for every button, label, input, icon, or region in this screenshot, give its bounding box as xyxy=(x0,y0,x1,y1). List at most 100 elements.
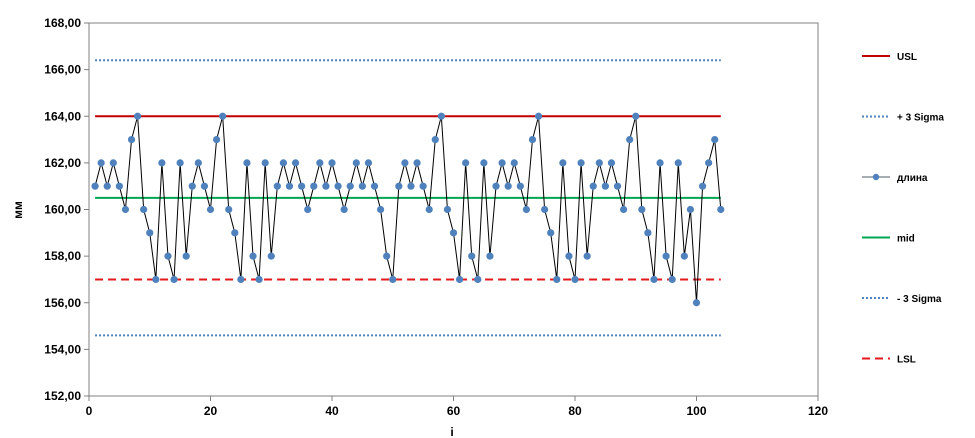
data-point xyxy=(650,275,658,284)
data-point xyxy=(188,182,196,190)
legend: USL + 3 Sigma длина mid - 3 Sigma LSL xyxy=(862,52,944,366)
data-point xyxy=(225,205,233,214)
x-tick-label: 80 xyxy=(568,404,582,418)
data-point xyxy=(522,205,531,214)
data-point xyxy=(492,182,500,190)
data-point xyxy=(152,275,160,284)
legend-label-mid: mid xyxy=(897,234,915,245)
data-point xyxy=(146,229,154,237)
x-axis-title: i xyxy=(450,425,453,438)
y-tick-label: 162,00 xyxy=(44,156,81,170)
data-point xyxy=(176,159,184,167)
data-point xyxy=(298,182,306,190)
data-point xyxy=(595,159,603,167)
legend-marker-data xyxy=(872,173,880,181)
data-point xyxy=(249,252,257,260)
y-tick-label: 158,00 xyxy=(44,249,81,263)
data-point xyxy=(437,112,445,120)
data-point xyxy=(267,252,275,260)
data-point xyxy=(705,159,713,167)
data-point xyxy=(589,182,597,190)
plot-frame xyxy=(88,22,819,397)
data-point xyxy=(279,159,287,167)
data-point xyxy=(134,112,142,120)
data-point xyxy=(644,229,652,237)
data-point xyxy=(565,252,573,260)
y-tick-label: 154,00 xyxy=(44,342,81,356)
data-point xyxy=(407,182,415,190)
data-point xyxy=(480,159,488,167)
legend-label-data: длина xyxy=(897,173,928,184)
data-point xyxy=(692,299,701,307)
data-point xyxy=(158,159,166,167)
data-point xyxy=(377,205,385,214)
data-point xyxy=(383,252,391,260)
data-point xyxy=(431,135,439,144)
data-point xyxy=(97,159,105,167)
y-tick-label: 168,00 xyxy=(44,16,81,30)
data-point xyxy=(620,205,628,214)
data-point xyxy=(534,112,543,120)
data-point xyxy=(541,205,549,214)
data-point xyxy=(528,135,537,144)
y-tick-label: 156,00 xyxy=(44,296,81,310)
reference-lines xyxy=(95,59,721,337)
data-point xyxy=(109,159,117,167)
data-point xyxy=(322,182,330,190)
x-tick-label: 120 xyxy=(808,404,828,418)
data-point xyxy=(182,252,190,260)
legend-label-plus3: + 3 Sigma xyxy=(897,113,944,124)
data-point xyxy=(237,275,245,284)
data-point xyxy=(571,275,579,284)
data-point xyxy=(668,275,676,284)
data-point xyxy=(674,159,682,167)
data-point xyxy=(632,112,640,120)
data-point xyxy=(474,275,482,284)
data-point xyxy=(231,229,239,237)
data-point xyxy=(140,205,148,214)
y-tick-label: 160,00 xyxy=(44,203,81,217)
data-point xyxy=(717,205,725,214)
data-point xyxy=(547,229,555,237)
legend-label-lsl: LSL xyxy=(897,355,916,366)
series-layer xyxy=(91,112,725,307)
data-point xyxy=(711,135,719,144)
data-point xyxy=(425,205,433,214)
data-point xyxy=(583,252,591,260)
data-point xyxy=(346,182,354,190)
data-point xyxy=(352,159,360,167)
y-tick-label: 164,00 xyxy=(44,109,81,123)
data-point xyxy=(212,135,221,144)
plot-area xyxy=(88,22,819,397)
data-point xyxy=(510,159,518,167)
x-tick-label: 100 xyxy=(686,404,706,418)
y-axis-title: мм xyxy=(11,201,25,219)
data-point xyxy=(607,159,616,167)
data-point xyxy=(304,205,312,214)
data-point xyxy=(194,159,202,167)
data-point xyxy=(601,182,609,190)
data-point xyxy=(261,159,269,167)
data-point xyxy=(401,159,409,167)
data-point xyxy=(316,159,324,167)
data-point xyxy=(486,252,494,260)
data-point xyxy=(285,182,294,190)
data-point xyxy=(698,182,707,190)
data-point xyxy=(121,205,130,214)
data-point xyxy=(243,159,251,167)
data-point xyxy=(449,229,458,237)
data-point xyxy=(413,159,421,167)
data-point xyxy=(553,275,561,284)
data-point xyxy=(334,182,342,190)
data-point xyxy=(498,159,506,167)
data-point xyxy=(504,182,512,190)
series-line xyxy=(94,116,722,303)
data-point xyxy=(206,205,215,214)
data-point xyxy=(577,159,585,167)
data-point xyxy=(91,182,99,190)
data-point xyxy=(389,275,397,284)
data-point xyxy=(419,182,427,190)
y-tick-label: 152,00 xyxy=(44,389,81,403)
axes: 152,00 154,00 156,00 158,00 160,00 162,00 164,… xyxy=(44,16,828,418)
